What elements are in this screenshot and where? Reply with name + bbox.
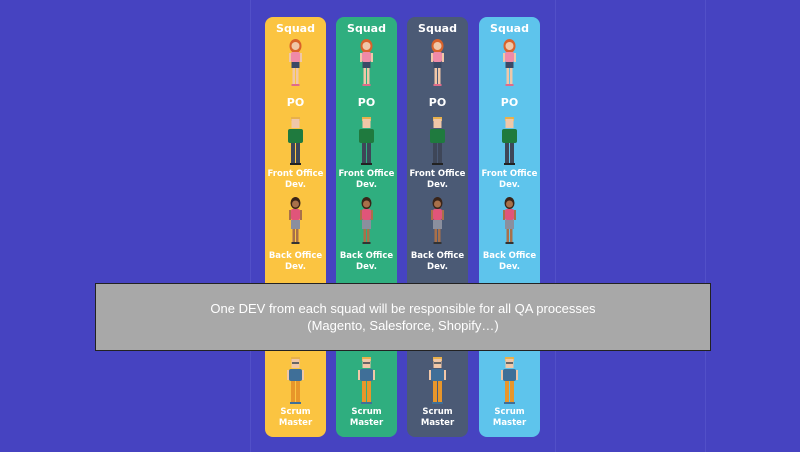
man-front-office-dev-icon — [285, 117, 306, 167]
role-label-line: Master — [492, 418, 527, 428]
role-label-line: Dev. — [499, 262, 520, 272]
woman-po-icon — [427, 39, 448, 89]
role-label-line: Scrum — [422, 407, 453, 417]
man-scrum-master-icon — [356, 357, 377, 407]
role-label-line: Scrum — [494, 407, 525, 417]
role-label-line: Front Office — [481, 169, 538, 179]
role-label-line: Back Office — [268, 251, 323, 261]
role-label-line: Dev. — [427, 262, 448, 272]
divider — [705, 0, 706, 452]
role-label: Scrum Master — [336, 407, 397, 429]
role-label: Front Office Dev. — [265, 169, 326, 191]
man-scrum-master-icon — [285, 357, 306, 407]
woman-back-office-dev-icon — [427, 197, 448, 247]
role-label: Front Office Dev. — [479, 169, 540, 191]
role-label-line: Back Office — [339, 251, 394, 261]
role-label-line: Front Office — [267, 169, 324, 179]
man-scrum-master-icon — [499, 357, 520, 407]
squad-title: Squad — [276, 22, 315, 35]
role-label: Back Office Dev. — [479, 251, 540, 273]
squad-column: Squad PO Front Office Dev. Back Office Dev. Sc… — [479, 17, 540, 437]
qa-note-line1: One DEV from each squad will be responsi… — [210, 301, 596, 316]
role-label-line: Back Office — [410, 251, 465, 261]
role-label: PO — [286, 96, 305, 109]
woman-po-icon — [499, 39, 520, 89]
role-label: PO — [428, 96, 447, 109]
role-label: Front Office Dev. — [407, 169, 468, 191]
divider — [250, 0, 251, 452]
qa-note-line2: (Magento, Salesforce, Shopify…) — [307, 318, 499, 333]
role-label-line: Dev. — [499, 180, 520, 190]
qa-note-banner: One DEV from each squad will be responsi… — [95, 283, 711, 351]
squad-column: Squad PO Front Office Dev. Back Office Dev. Sc… — [265, 17, 326, 437]
role-label-line: Scrum — [351, 407, 382, 417]
role-label: PO — [357, 96, 376, 109]
role-label: Scrum Master — [407, 407, 468, 429]
role-label-line: Front Office — [409, 169, 466, 179]
woman-po-icon — [356, 39, 377, 89]
role-label-line: Back Office — [482, 251, 537, 261]
squad-title: Squad — [418, 22, 457, 35]
role-label: Scrum Master — [265, 407, 326, 429]
role-label: PO — [500, 96, 519, 109]
woman-back-office-dev-icon — [356, 197, 377, 247]
woman-po-icon — [285, 39, 306, 89]
role-label-line: Dev. — [356, 262, 377, 272]
squad-title: Squad — [347, 22, 386, 35]
man-scrum-master-icon — [427, 357, 448, 407]
role-label: Scrum Master — [479, 407, 540, 429]
role-label: Back Office Dev. — [407, 251, 468, 273]
role-label-line: Front Office — [338, 169, 395, 179]
role-label-line: Master — [420, 418, 455, 428]
role-label: Front Office Dev. — [336, 169, 397, 191]
woman-back-office-dev-icon — [285, 197, 306, 247]
role-label: Back Office Dev. — [336, 251, 397, 273]
man-front-office-dev-icon — [499, 117, 520, 167]
woman-back-office-dev-icon — [499, 197, 520, 247]
role-label-line: Scrum — [280, 407, 311, 417]
man-front-office-dev-icon — [427, 117, 448, 167]
divider — [555, 0, 556, 452]
role-label-line: Dev. — [356, 180, 377, 190]
man-front-office-dev-icon — [356, 117, 377, 167]
role-label-line: Master — [278, 418, 313, 428]
role-label-line: Dev. — [285, 262, 306, 272]
role-label-line: Dev. — [427, 180, 448, 190]
squad-column: Squad PO Front Office Dev. Back Office Dev. Sc… — [407, 17, 468, 437]
role-label-line: Dev. — [285, 180, 306, 190]
role-label: Back Office Dev. — [265, 251, 326, 273]
squad-title: Squad — [490, 22, 529, 35]
role-label-line: Master — [349, 418, 384, 428]
squad-column: Squad PO Front Office Dev. Back Office Dev. Sc… — [336, 17, 397, 437]
